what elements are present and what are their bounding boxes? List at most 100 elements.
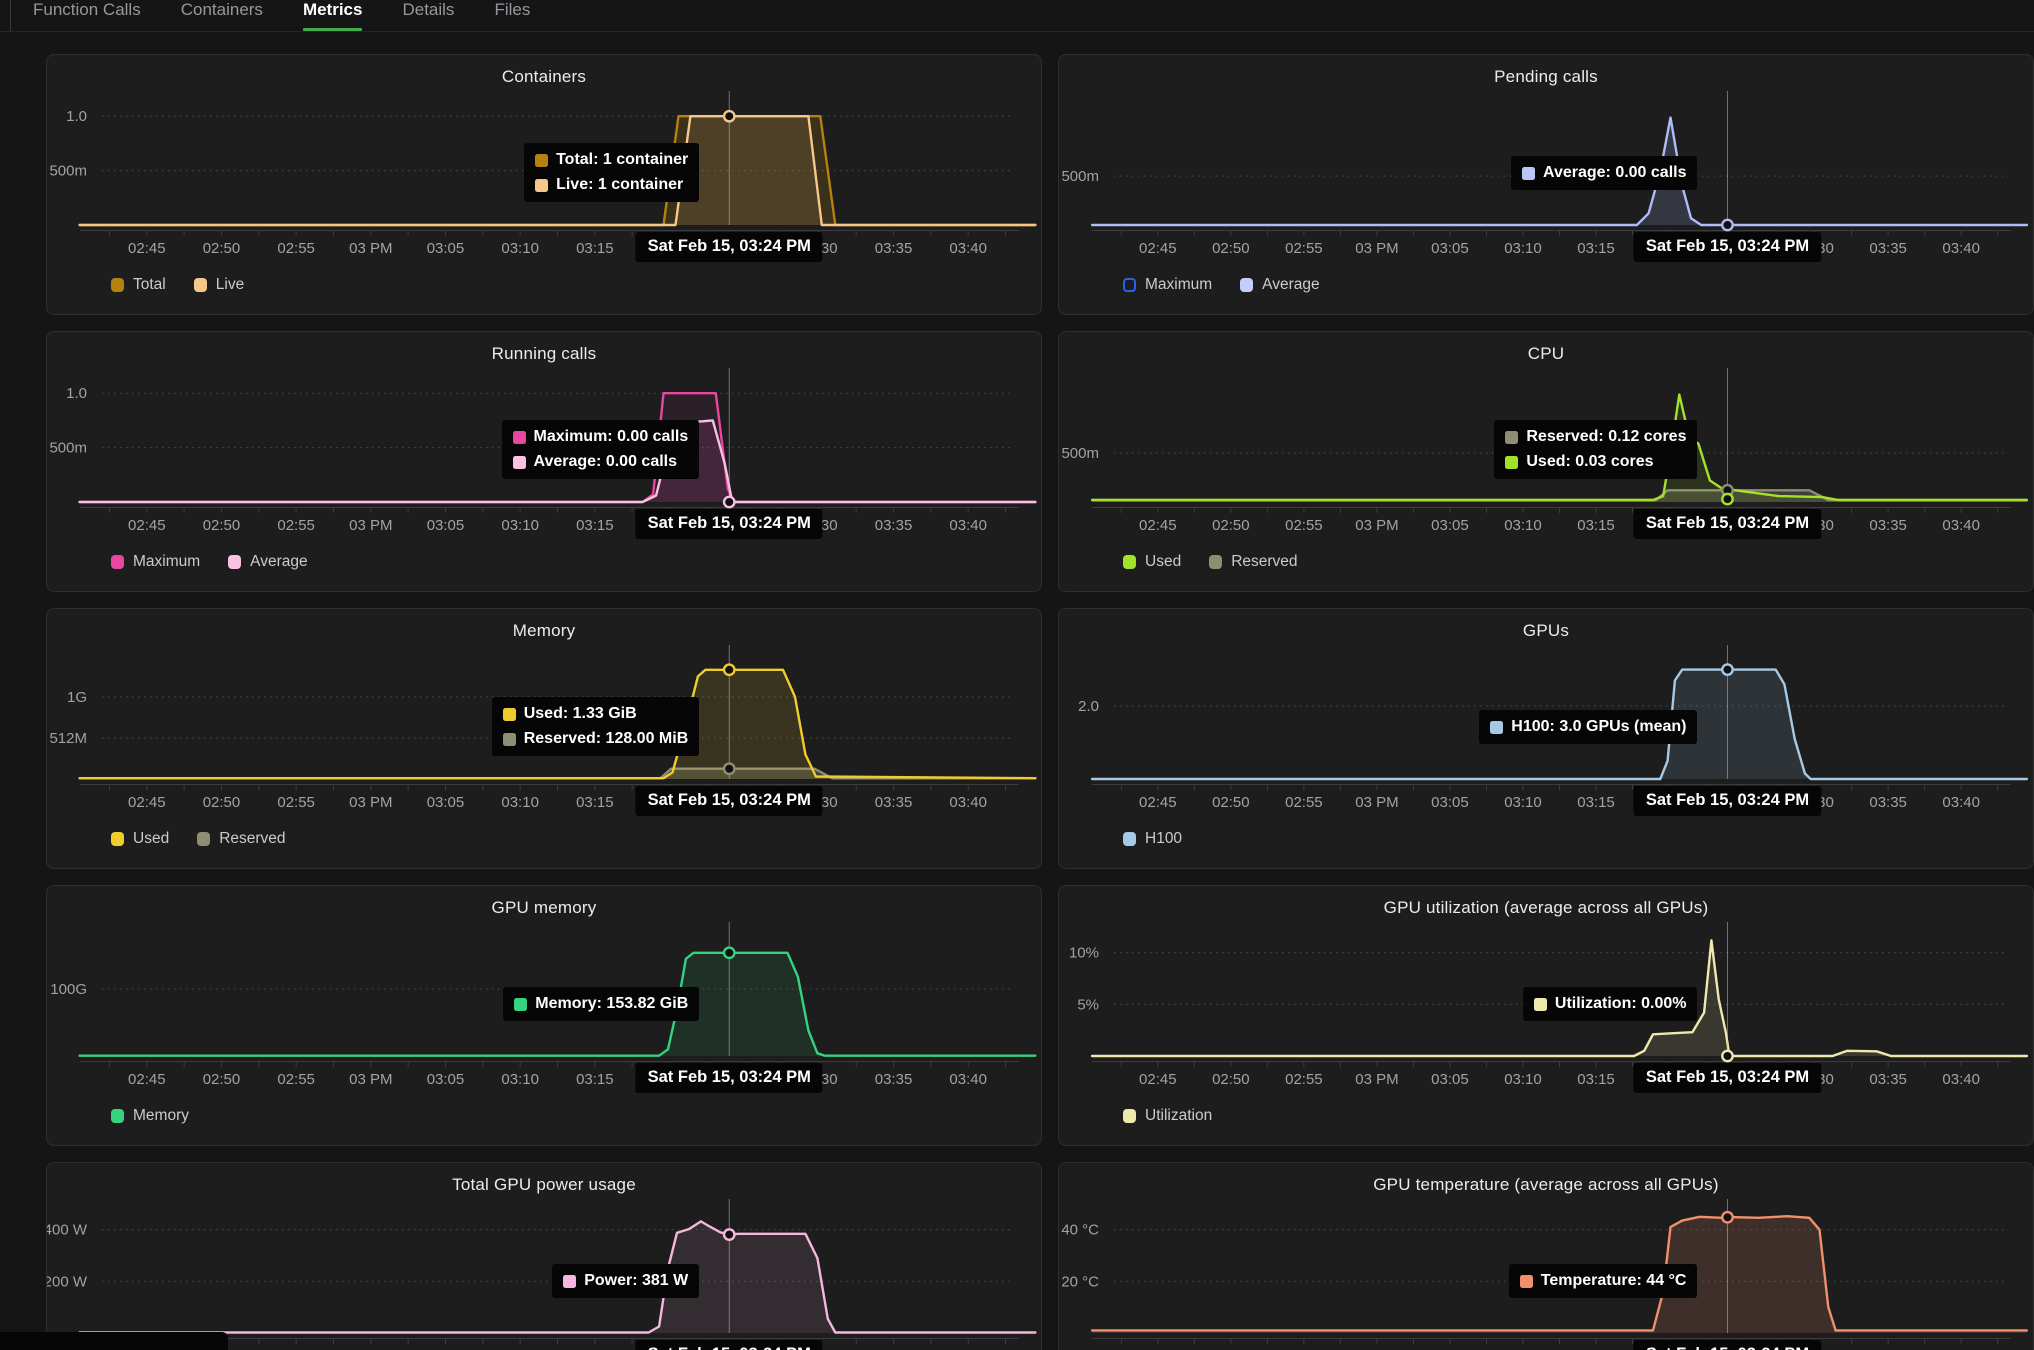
metric-tooltip: Total: 1 container Live: 1 container — [524, 143, 700, 202]
legend-item-h100[interactable]: H100 — [1123, 830, 1182, 848]
tooltip-swatch — [512, 455, 526, 469]
x-axis-label: 03:15 — [576, 1071, 614, 1088]
x-axis-label: 03:05 — [427, 1348, 465, 1350]
x-axis-label: 02:55 — [277, 517, 315, 534]
chart-plot-containers[interactable]: 1.0 500m 02:45 02:50 02:55 03 PM 03:05 03:10 03:… — [47, 55, 1041, 315]
legend-swatch — [111, 832, 124, 846]
chart-card-gpu-temperature: GPU temperature (average across all GPUs… — [1058, 1162, 2034, 1350]
tab-details[interactable]: Details — [402, 0, 455, 19]
series-line-used — [1090, 393, 2029, 502]
tooltip-swatch — [512, 430, 526, 444]
tooltip-text: Utilization: 0.00% — [1554, 995, 1687, 1012]
x-axis-label: 03 PM — [349, 1348, 392, 1350]
x-axis-label: 03:15 — [576, 794, 614, 811]
chart-title: CPU — [1527, 344, 1565, 363]
tooltip-text: Power: 381 W — [584, 1272, 689, 1289]
x-axis-label: 03 PM — [349, 1071, 392, 1088]
legend-item-memory[interactable]: Memory — [111, 1107, 189, 1125]
x-axis-label: 03:05 — [1431, 517, 1469, 534]
x-axis-label: 03:40 — [949, 1071, 987, 1088]
tooltip-row: Average: 0.00 calls — [1521, 164, 1687, 182]
x-axis-label: 03:05 — [1431, 1071, 1469, 1088]
y-axis-label: 500m — [1061, 168, 1099, 185]
legend-item-average[interactable]: Average — [1240, 276, 1320, 294]
legend-item-utilization[interactable]: Utilization — [1123, 1107, 1212, 1125]
series-line-h100 — [1090, 668, 2029, 781]
x-axis-label: 02:45 — [128, 794, 166, 811]
chart-legend: Maximum Average — [111, 553, 308, 571]
tooltip-row: H100: 3.0 GPUs (mean) — [1490, 718, 1686, 736]
tooltip-row: Utilization: 0.00% — [1533, 995, 1687, 1013]
x-axis-label: 03 PM — [1355, 517, 1398, 534]
tab-containers[interactable]: Containers — [180, 0, 263, 19]
legend-swatch — [1123, 555, 1136, 569]
legend-item-used[interactable]: Used — [1123, 553, 1181, 571]
chart-legend: Total Live — [111, 276, 244, 294]
y-axis-label: 2.0 — [1078, 698, 1099, 715]
chart-title: GPU utilization (average across all GPUs… — [1383, 898, 1709, 917]
tooltip-row: Memory: 153.82 GiB — [514, 995, 688, 1013]
x-axis-label: 03:10 — [1504, 517, 1542, 534]
hover-marker — [1721, 492, 1734, 506]
tooltip-text: Average: 0.00 calls — [1542, 164, 1687, 181]
hover-marker — [722, 762, 736, 776]
legend-item-average[interactable]: Average — [228, 553, 308, 571]
metric-tooltip: H100: 3.0 GPUs (mean) — [1479, 710, 1698, 744]
x-axis-label: 03:05 — [427, 240, 465, 257]
legend-item-total[interactable]: Total — [111, 276, 166, 294]
x-axis-label: 02:55 — [1285, 1071, 1323, 1088]
x-axis-label: 02:55 — [1285, 1348, 1323, 1350]
date-tooltip: Sat Feb 15, 03:24 PM — [635, 509, 823, 539]
tooltip-text: Temperature: 44 °C — [1540, 1272, 1687, 1289]
tooltip-swatch — [514, 997, 528, 1011]
chart-card-running-calls: Running calls 1.0 500m 02:45 02:50 02:55 03 PM… — [46, 331, 1042, 592]
chart-title: Memory — [512, 621, 576, 640]
tooltip-swatch — [535, 178, 549, 192]
tooltip-row: Used: 1.33 GiB — [502, 705, 689, 723]
chart-card-gpu-utilization: GPU utilization (average across all GPUs… — [1058, 885, 2034, 1146]
chart-card-pending-calls: Pending calls 500m 02:45 02:50 02:55 03 PM 03:… — [1058, 54, 2034, 315]
date-tooltip: Sat Feb 15, 03:24 PM — [635, 1063, 823, 1093]
tab-function-calls[interactable]: Function Calls — [33, 0, 141, 19]
x-axis-label: 02:55 — [277, 794, 315, 811]
x-axis-label: 03:10 — [1504, 240, 1542, 257]
x-axis-label: 03:05 — [427, 517, 465, 534]
tooltip-swatch — [563, 1274, 577, 1288]
x-axis-label: 03:10 — [501, 794, 539, 811]
chart-legend: Utilization — [1123, 1107, 1212, 1125]
tooltip-swatch — [502, 707, 516, 721]
legend-item-maximum[interactable]: Maximum — [111, 553, 200, 571]
legend-swatch — [1240, 278, 1254, 292]
tooltip-row: Live: 1 container — [535, 176, 688, 194]
x-axis-label: 02:50 — [203, 794, 241, 811]
tooltip-row: Maximum: 0.00 calls — [512, 428, 689, 446]
y-axis-label: 1G — [67, 689, 87, 706]
tooltip-row: Reserved: 0.12 cores — [1505, 428, 1686, 446]
x-axis-label: 03 PM — [1355, 794, 1398, 811]
legend-item-reserved[interactable]: Reserved — [197, 830, 286, 848]
x-axis-label: 03:15 — [576, 517, 614, 534]
x-axis-label: 02:55 — [277, 1071, 315, 1088]
hover-marker — [722, 109, 736, 123]
legend-item-live[interactable]: Live — [193, 276, 244, 294]
tab-files[interactable]: Files — [494, 0, 531, 19]
x-axis-label: 03 PM — [349, 240, 392, 257]
tooltip-text: H100: 3.0 GPUs (mean) — [1511, 718, 1687, 735]
series-line-utilization — [1090, 939, 2029, 1058]
y-axis-label: 512M — [49, 730, 87, 747]
chart-plot-gpu-temperature[interactable]: 40 °C 20 °C 02:45 02:50 02:55 03 PM 03:05 03:10… — [1059, 1163, 2033, 1350]
legend-item-maximum[interactable]: Maximum — [1123, 276, 1212, 294]
x-axis-label: 02:45 — [128, 517, 166, 534]
tooltip-text: Maximum: 0.00 calls — [533, 428, 689, 445]
legend-item-reserved[interactable]: Reserved — [1209, 553, 1298, 571]
x-axis-label: 03:10 — [1504, 1348, 1542, 1350]
x-axis-label: 03:35 — [1869, 240, 1907, 257]
chart-legend: Used Reserved — [111, 830, 286, 848]
legend-item-used[interactable]: Used — [111, 830, 169, 848]
x-axis-label: 02:45 — [1139, 240, 1177, 257]
tab-metrics[interactable]: Metrics — [302, 0, 362, 32]
tooltip-row: Used: 0.03 cores — [1505, 453, 1686, 471]
x-axis-label: 02:50 — [1212, 794, 1250, 811]
date-tooltip: Sat Feb 15, 03:24 PM — [1633, 232, 1822, 262]
